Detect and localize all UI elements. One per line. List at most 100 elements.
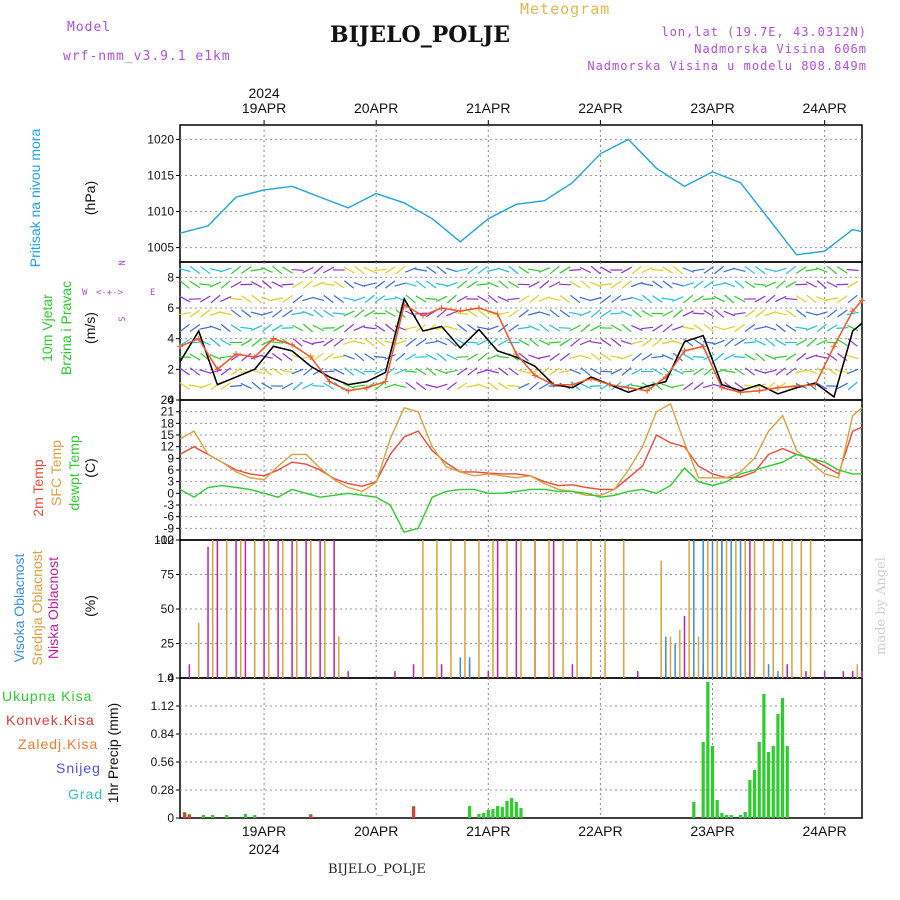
y-tick-label: 0.28 xyxy=(151,783,175,797)
wind-barb xyxy=(662,280,673,289)
precip-bar xyxy=(766,752,771,818)
wind-barb xyxy=(620,340,633,345)
precip-bar xyxy=(752,770,757,818)
wind-barb xyxy=(713,265,725,275)
wind-barb xyxy=(570,338,581,347)
wind-barb xyxy=(847,324,859,332)
panel-frame-wind xyxy=(179,261,863,401)
day-label-top: 19APR xyxy=(242,100,286,116)
wind-barb xyxy=(405,381,416,391)
wind-barb xyxy=(549,367,560,376)
wind-barb xyxy=(642,294,653,304)
wind-barb xyxy=(764,369,777,374)
wind-barb xyxy=(559,352,571,362)
wind-barb xyxy=(425,353,437,361)
wind-barb xyxy=(250,325,263,331)
wind-barb xyxy=(621,367,632,376)
wind-barb xyxy=(312,324,324,332)
wind-barb xyxy=(599,283,613,286)
wind-barb xyxy=(847,294,858,304)
day-label-bottom: 22APR xyxy=(578,823,622,839)
precip-bar xyxy=(514,802,518,818)
wind-barb xyxy=(281,382,293,390)
wind-barb xyxy=(714,309,725,318)
wind-barb xyxy=(805,354,818,360)
precip-bar xyxy=(762,694,766,818)
wind-barb xyxy=(394,282,407,287)
wind-barb xyxy=(734,382,745,390)
model-name: wrf-nmm_v3.9.1 e1km xyxy=(63,49,231,64)
wind-barb xyxy=(703,323,714,333)
wind-barb xyxy=(661,340,674,345)
wind-barb xyxy=(497,382,509,390)
wind-barb xyxy=(323,309,334,318)
wind-barb xyxy=(456,356,469,358)
y-tick-label: 6 xyxy=(167,301,174,315)
wind-barb xyxy=(241,266,252,274)
legend-total-rain: Ukupna Kisa xyxy=(2,688,93,704)
wind-barb xyxy=(754,383,766,389)
wind-barb xyxy=(755,265,766,275)
wind-barb xyxy=(806,294,817,304)
wind-barb xyxy=(528,268,541,272)
wind-barb xyxy=(641,338,653,347)
wind-barb xyxy=(600,294,612,304)
day-label-top: 23APR xyxy=(690,100,734,116)
wind-barb xyxy=(292,324,304,332)
wind-barb xyxy=(569,268,582,272)
precip-bar xyxy=(780,698,785,818)
wind-barb xyxy=(589,385,602,387)
wind-barb xyxy=(529,294,540,304)
series-line-speed-top xyxy=(179,296,863,399)
wind-barb xyxy=(796,309,807,318)
wind-barb xyxy=(775,280,786,289)
wind-barb xyxy=(558,283,571,286)
day-label-bottom: 24APR xyxy=(802,823,846,839)
wind-barb xyxy=(744,323,756,333)
y-tick-label: 0.84 xyxy=(151,727,175,741)
wind-barb xyxy=(713,295,725,303)
wind-barb xyxy=(754,326,767,330)
wind-barb xyxy=(405,338,416,347)
wind-barb xyxy=(456,295,468,303)
wind-barb xyxy=(219,267,232,273)
wind-barb xyxy=(590,352,601,362)
wind-barb xyxy=(446,281,458,288)
wind-barb xyxy=(323,353,334,361)
wind-barb xyxy=(662,266,674,274)
wind-barb xyxy=(723,353,735,361)
wind-barb xyxy=(528,325,540,331)
wind-barb xyxy=(415,280,427,289)
wind-barb xyxy=(271,281,283,288)
wind-barb xyxy=(764,281,777,288)
wind-barb xyxy=(230,324,242,332)
wind-barb xyxy=(179,295,191,303)
wind-barb xyxy=(312,296,325,302)
wind-barb xyxy=(374,338,386,347)
wind-barb xyxy=(743,341,756,344)
precip-bar xyxy=(477,814,481,818)
wind-barb xyxy=(271,352,283,362)
wind-barb xyxy=(620,310,633,317)
wind-barb xyxy=(744,280,756,289)
wind-barb xyxy=(579,382,592,390)
wind-barb xyxy=(815,311,828,316)
wind-barb xyxy=(693,367,704,376)
wind-barb xyxy=(549,324,561,332)
wind-barb xyxy=(784,297,798,301)
wind-barb xyxy=(199,295,211,303)
wind-barb xyxy=(621,323,632,333)
wind-barb xyxy=(343,297,356,301)
wind-barb xyxy=(693,381,704,391)
wind-barb xyxy=(178,267,191,273)
wind-barb xyxy=(723,369,736,374)
wind-barb xyxy=(343,340,355,345)
wind-barb xyxy=(826,324,838,332)
wind-barb xyxy=(261,267,273,273)
wind-barb xyxy=(775,367,786,376)
wind-barb xyxy=(322,370,335,373)
wind-barb xyxy=(241,309,252,318)
wind-barb xyxy=(466,341,479,344)
wind-barb xyxy=(487,369,499,374)
footer-station: BIJELO_POLJE xyxy=(328,862,426,877)
